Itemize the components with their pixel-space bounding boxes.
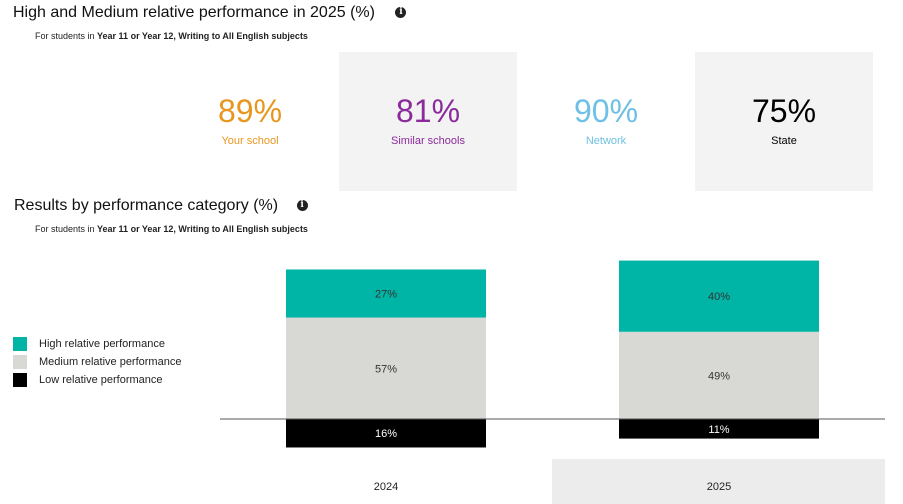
bar-segment-medium	[619, 331, 819, 419]
category-highlight	[552, 459, 885, 504]
bar-segment-high	[619, 260, 819, 332]
legend-label-high: High relative performance	[39, 338, 165, 350]
info-icon[interactable]: i	[395, 7, 407, 19]
stat-value: 81%	[395, 93, 461, 129]
data-label-high: 40%	[708, 291, 730, 303]
x-tick-label: 2025	[707, 481, 731, 493]
stat-similar-schools: 81% Similar schools	[339, 52, 517, 191]
data-label-low: 11%	[708, 424, 729, 436]
data-label-high: 27%	[375, 289, 397, 301]
bar-segment-medium	[286, 317, 486, 419]
bar-segment-high	[286, 269, 486, 318]
info-icon[interactable]: i	[296, 200, 308, 212]
section-subtitle: For students in Year 11 or Year 12, Writ…	[35, 224, 308, 234]
stat-value: 75%	[751, 93, 817, 129]
section-title-results-by-category: Results by performance category (%) i	[14, 197, 308, 215]
stat-label: Similar schools	[391, 135, 465, 147]
legend-swatch-low	[13, 373, 27, 387]
stat-label: State	[771, 135, 797, 147]
data-label-low: 16%	[375, 428, 397, 440]
data-label-medium: 57%	[375, 363, 397, 375]
bar-segment-low	[286, 419, 486, 448]
legend-label-low: Low relative performance	[39, 374, 163, 386]
bar-segment-low	[619, 419, 819, 439]
stat-value: 89%	[217, 93, 283, 129]
stat-label: Network	[585, 135, 627, 147]
stat-state: 75% State	[695, 52, 873, 191]
data-label-medium: 49%	[708, 370, 730, 382]
section-title-relative-performance: High and Medium relative performance in …	[13, 4, 407, 22]
legend-label-medium: Medium relative performance	[39, 356, 182, 368]
stat-your-school: 89% Your school	[161, 52, 339, 191]
legend-swatch-high	[13, 337, 27, 351]
section-subtitle: For students in Year 11 or Year 12, Writ…	[35, 31, 308, 41]
stat-label: Your school	[221, 135, 279, 147]
x-tick-label: 2024	[374, 481, 398, 493]
legend-swatch-medium	[13, 355, 27, 369]
stat-value: 90%	[573, 93, 639, 129]
stat-network: 90% Network	[517, 52, 695, 191]
